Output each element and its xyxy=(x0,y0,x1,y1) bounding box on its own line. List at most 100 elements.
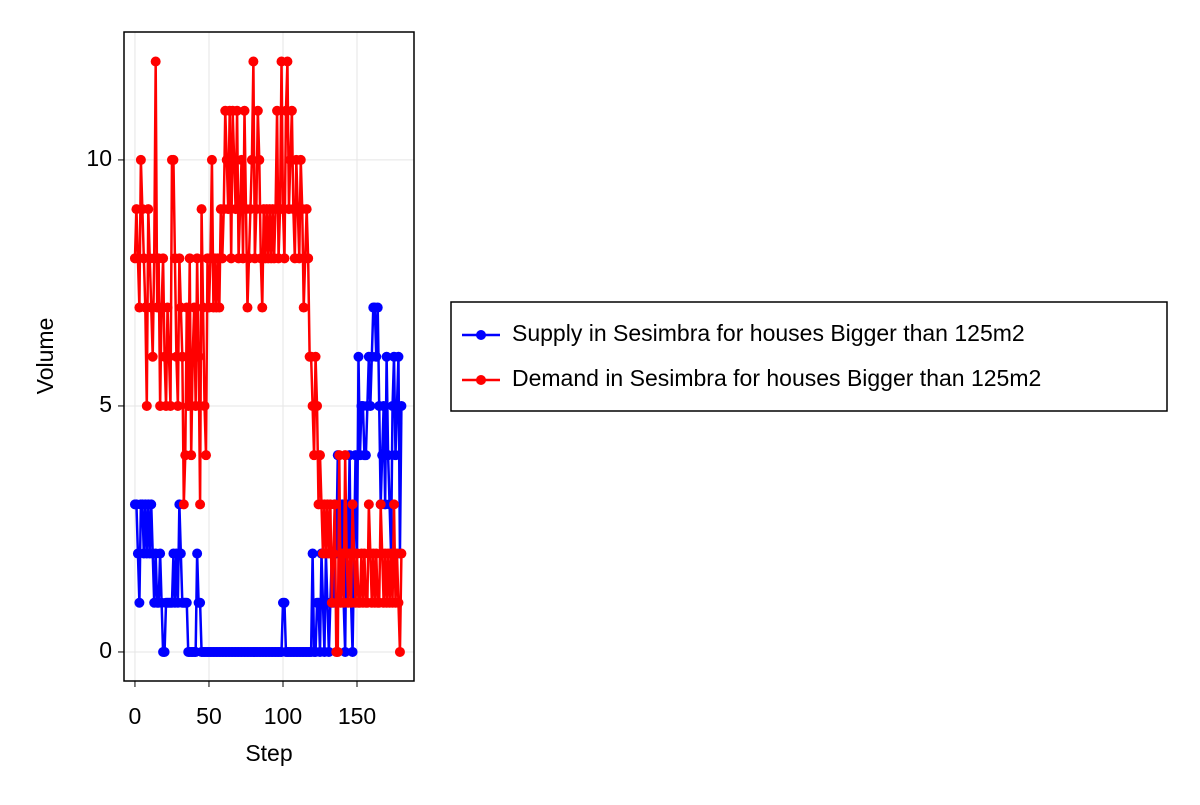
data-point xyxy=(340,646,351,657)
data-point xyxy=(279,597,290,608)
data-point xyxy=(340,450,351,461)
data-point xyxy=(347,646,358,657)
plot-frame xyxy=(123,31,415,682)
data-point xyxy=(378,400,389,411)
data-point xyxy=(221,154,232,165)
y-tick-label: 10 xyxy=(86,145,112,171)
data-point xyxy=(226,253,237,264)
data-point xyxy=(347,499,358,510)
data-point xyxy=(365,400,376,411)
legend-box xyxy=(450,301,1168,412)
data-point xyxy=(193,351,204,362)
data-point xyxy=(360,450,371,461)
data-point xyxy=(146,499,157,510)
data-point xyxy=(199,400,210,411)
data-point xyxy=(172,400,183,411)
data-point xyxy=(394,646,405,657)
data-point xyxy=(158,253,169,264)
data-point xyxy=(279,253,290,264)
data-point xyxy=(177,351,188,362)
data-point xyxy=(301,204,312,215)
data-point xyxy=(192,253,203,264)
data-point xyxy=(206,154,217,165)
x-tick-label: 100 xyxy=(264,703,302,729)
data-point xyxy=(372,302,383,313)
data-point xyxy=(155,548,166,559)
data-point xyxy=(282,56,293,67)
data-point xyxy=(383,450,394,461)
data-point xyxy=(186,450,197,461)
data-point xyxy=(375,499,386,510)
data-point xyxy=(190,400,201,411)
data-point xyxy=(332,646,343,657)
data-point xyxy=(396,400,407,411)
data-point xyxy=(312,400,323,411)
data-point xyxy=(168,154,179,165)
y-tick-label: 5 xyxy=(99,391,112,417)
data-point xyxy=(134,597,145,608)
data-point xyxy=(141,400,152,411)
data-point xyxy=(236,154,247,165)
data-point xyxy=(353,351,364,362)
data-point xyxy=(251,204,262,215)
data-point xyxy=(389,499,400,510)
x-tick-label: 0 xyxy=(129,703,142,729)
data-point xyxy=(252,105,263,116)
data-point xyxy=(164,351,175,362)
data-point xyxy=(178,499,189,510)
legend-swatch xyxy=(476,375,486,385)
data-point xyxy=(214,302,225,313)
data-point xyxy=(242,302,253,313)
data-point xyxy=(248,56,259,67)
data-point xyxy=(295,154,306,165)
data-point xyxy=(147,351,158,362)
data-point xyxy=(381,351,392,362)
data-point xyxy=(165,400,176,411)
data-point xyxy=(363,499,374,510)
y-tick-label: 0 xyxy=(99,637,112,663)
data-point xyxy=(175,548,186,559)
data-point xyxy=(135,154,146,165)
data-point xyxy=(181,302,192,313)
data-point xyxy=(150,56,161,67)
data-point xyxy=(371,351,382,362)
data-point xyxy=(192,548,203,559)
data-point xyxy=(195,499,206,510)
data-point xyxy=(174,253,185,264)
x-tick-label: 50 xyxy=(196,703,222,729)
data-point xyxy=(396,548,407,559)
data-point xyxy=(303,253,314,264)
data-point xyxy=(254,154,265,165)
data-point xyxy=(390,450,401,461)
data-point xyxy=(298,302,309,313)
data-point xyxy=(143,204,154,215)
data-point xyxy=(159,646,170,657)
data-point xyxy=(183,400,194,411)
data-point xyxy=(196,204,207,215)
data-point xyxy=(162,302,173,313)
data-point xyxy=(329,499,340,510)
data-point xyxy=(310,351,321,362)
data-point xyxy=(195,597,206,608)
data-point xyxy=(314,450,325,461)
data-point xyxy=(393,597,404,608)
data-point xyxy=(307,548,318,559)
x-tick-label: 150 xyxy=(338,703,376,729)
legend-label: Supply in Sesimbra for houses Bigger tha… xyxy=(512,320,1025,346)
legend-label: Demand in Sesimbra for houses Bigger tha… xyxy=(512,365,1041,391)
y-axis-label: Volume xyxy=(32,318,58,395)
data-point xyxy=(184,253,195,264)
data-point xyxy=(232,105,243,116)
data-point xyxy=(201,450,212,461)
x-axis-label: Step xyxy=(245,740,292,766)
data-point xyxy=(328,548,339,559)
data-point xyxy=(286,105,297,116)
data-point xyxy=(393,351,404,362)
data-point xyxy=(239,105,250,116)
data-point xyxy=(189,302,200,313)
data-point xyxy=(181,597,192,608)
legend-swatch xyxy=(476,330,486,340)
data-point xyxy=(326,597,337,608)
data-point xyxy=(223,204,234,215)
